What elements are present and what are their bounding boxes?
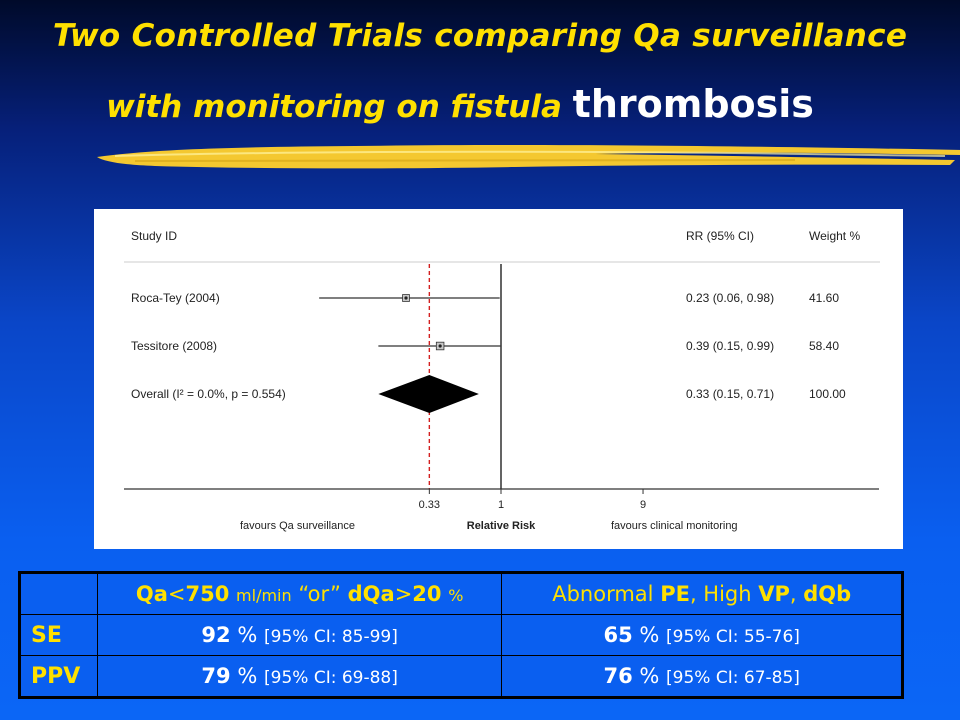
left-caption: favours Qa surveillance [240, 520, 355, 532]
cell-ppv-clinical: 76 % [95% CI: 67-85] [501, 655, 903, 698]
header-study-id: Study ID [131, 229, 177, 243]
header-clinical-criteria: Abnormal PE, High VP, dQb [501, 572, 903, 615]
table-row: PPV 79 % [95% CI: 69-88] 76 % [95% CI: 6… [19, 655, 903, 698]
cell-se-qa: 92 % [95% CI: 85-99] [96, 614, 503, 656]
table-corner-cell [19, 572, 98, 615]
x-axis-label: Relative Risk [467, 520, 536, 532]
plot-background [94, 209, 903, 549]
header-weight: Weight % [809, 229, 860, 243]
overall-rr-text: 0.33 (0.15, 0.71) [686, 387, 774, 401]
right-caption: favours clinical monitoring [611, 520, 738, 532]
x-tick-label: 1 [498, 499, 504, 511]
overall-weight-text: 100.00 [809, 387, 846, 401]
header-rr: RR (95% CI) [686, 229, 754, 243]
forest-plot: Study ID RR (95% CI) Weight % Roca-Tey (… [94, 209, 903, 549]
overall-label: Overall (I² = 0.0%, p = 0.554) [131, 387, 286, 401]
overall-diamond [378, 375, 479, 413]
study-rr-text: 0.23 (0.06, 0.98) [686, 291, 774, 305]
study-rr-text: 0.39 (0.15, 0.99) [686, 339, 774, 353]
x-tick-label: 0.33 [419, 499, 440, 511]
slide-title-line2: with monitoring on fistula thrombosis [0, 82, 940, 126]
row-label-se: SE [19, 614, 98, 656]
title-line2-text: with monitoring on fistula [106, 89, 573, 125]
header-qa-criteria: Qa<750 ml/min “or” dQa>20 % [96, 572, 503, 615]
brush-stroke-decoration [97, 145, 960, 169]
study-point-estimate [438, 344, 442, 348]
title-emphasis: thrombosis [572, 82, 814, 126]
study-label: Tessitore (2008) [131, 339, 217, 353]
performance-table: Qa<750 ml/min “or” dQa>20 % Abnormal PE,… [18, 571, 904, 699]
table-row: SE 92 % [95% CI: 85-99] 65 % [95% CI: 55… [19, 614, 903, 656]
table-header-row: Qa<750 ml/min “or” dQa>20 % Abnormal PE,… [19, 572, 903, 615]
cell-ppv-qa: 79 % [95% CI: 69-88] [96, 655, 503, 698]
x-tick-label: 9 [640, 499, 646, 511]
study-weight-text: 41.60 [809, 291, 839, 305]
cell-se-clinical: 65 % [95% CI: 55-76] [501, 614, 903, 656]
study-weight-text: 58.40 [809, 339, 839, 353]
row-label-ppv: PPV [19, 655, 98, 698]
slide-title-line1: Two Controlled Trials comparing Qa surve… [52, 18, 908, 54]
study-point-estimate [404, 296, 408, 300]
study-label: Roca-Tey (2004) [131, 291, 220, 305]
